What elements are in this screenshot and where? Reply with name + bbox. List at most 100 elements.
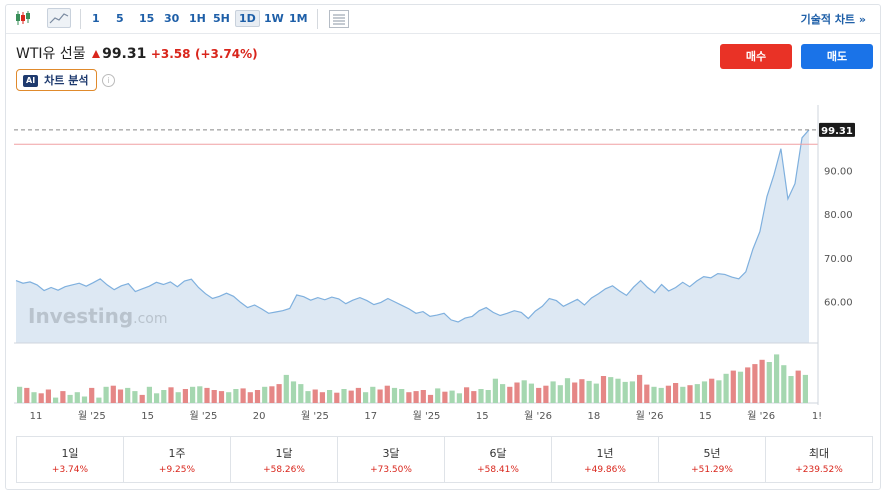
performance-table: 1일 +3.74% 1주 +9.25% 1달 +58.26% 3달 +73.50% 6달 +58.… [16, 436, 873, 483]
volume-bar [629, 381, 635, 403]
volume-bar [218, 391, 225, 403]
volume-bar [262, 386, 268, 403]
volume-bar [730, 370, 736, 403]
x-tick-label: 1! [812, 411, 822, 422]
volume-bar [103, 386, 109, 403]
volume-bar [413, 391, 419, 403]
volume-bar [427, 394, 434, 403]
performance-cell[interactable]: 3달 +73.50% [338, 437, 445, 482]
volume-bar [53, 397, 59, 403]
volume-bar [774, 354, 780, 403]
volume-bar [319, 392, 325, 403]
price-change: +3.58 [150, 47, 191, 61]
sell-button[interactable]: 매도 [801, 44, 873, 69]
volume-bar [694, 384, 700, 403]
interval-15[interactable]: 15 [139, 12, 155, 25]
performance-cell[interactable]: 5년 +51.29% [659, 437, 766, 482]
y-tick-label: 90.00 [824, 167, 853, 178]
performance-period: 6달 [489, 447, 507, 460]
volume-bar [802, 374, 808, 403]
volume-bar [550, 381, 556, 403]
volume-bar [305, 391, 311, 403]
y-tick-label: 70.00 [824, 254, 853, 265]
toolbar-divider [317, 9, 318, 29]
volume-bar [752, 364, 758, 403]
volume-bar [154, 393, 160, 403]
toolbar-divider [80, 9, 81, 29]
performance-cell[interactable]: 최대 +239.52% [766, 437, 872, 482]
performance-cell[interactable]: 1달 +58.26% [231, 437, 338, 482]
volume-bar [175, 392, 181, 403]
volume-bar [521, 380, 527, 403]
volume-bar [67, 394, 73, 403]
area-chart-icon[interactable] [47, 8, 71, 28]
interval-1h[interactable]: 1H [189, 12, 206, 25]
volume-bar [334, 392, 340, 403]
last-price-tag: 99.31 [819, 122, 855, 137]
interval-1d[interactable]: 1D [235, 10, 260, 27]
performance-period: 1일 [61, 447, 79, 460]
table-view-icon[interactable] [329, 10, 349, 28]
performance-value: +58.41% [477, 465, 519, 475]
volume-bar [471, 391, 477, 403]
volume-bar [435, 388, 441, 403]
performance-value: +3.74% [51, 465, 89, 475]
volume-bar [341, 389, 347, 403]
performance-cell[interactable]: 1일 +3.74% [17, 437, 124, 482]
volume-bar [60, 391, 66, 403]
volume-bar [377, 389, 383, 403]
volume-bar [442, 391, 448, 403]
technical-chart-link[interactable]: 기술적 차트 » [800, 13, 866, 26]
volume-bar [204, 387, 210, 403]
volume-bar [391, 387, 398, 403]
volume-bar [737, 371, 744, 403]
chart-widget: 1 5 15 30 1H 5H 1D 1W 1M 기술적 차트 » WTI유 선… [5, 4, 881, 490]
volume-bar [45, 389, 51, 403]
performance-value: +58.26% [263, 465, 305, 475]
volume-bar [564, 378, 571, 403]
performance-cell[interactable]: 1주 +9.25% [124, 437, 231, 482]
interval-30[interactable]: 30 [164, 12, 180, 25]
performance-period: 3달 [382, 447, 400, 460]
candlestick-icon[interactable] [14, 9, 34, 27]
x-tick-label: 15 [699, 411, 712, 422]
volume-bar [298, 384, 304, 403]
volume-bar [132, 391, 138, 403]
volume-bar [197, 386, 203, 403]
volume-bar [464, 387, 470, 403]
info-icon[interactable]: i [102, 74, 115, 87]
interval-5h[interactable]: 5H [213, 12, 230, 25]
volume-bar [327, 390, 333, 403]
volume-bar [226, 392, 232, 403]
volume-bar [190, 386, 196, 403]
volume-bar [420, 390, 426, 403]
volume-bar [795, 370, 801, 403]
volume-bar [81, 396, 88, 403]
volume-bar [745, 367, 751, 403]
volume-bar [492, 378, 498, 403]
interval-1[interactable]: 1 [92, 12, 100, 25]
buy-button[interactable]: 매수 [720, 44, 792, 69]
x-tick-label: 20 [253, 411, 266, 422]
volume-bar [687, 385, 693, 403]
interval-1w[interactable]: 1W [264, 12, 284, 25]
performance-cell[interactable]: 6달 +58.41% [445, 437, 552, 482]
price-chart[interactable]: Investing.com 60.00 70.00 80.00 90.00 11 월 '… [6, 105, 880, 425]
performance-cell[interactable]: 1년 +49.86% [552, 437, 659, 482]
volume-bar [182, 389, 188, 403]
volume-bar [38, 393, 44, 403]
volume-bar [665, 385, 671, 403]
volume-bar [283, 374, 289, 403]
ai-chart-analysis-button[interactable]: AI 차트 분석 [16, 69, 98, 91]
svg-text:99.31: 99.31 [821, 126, 853, 137]
volume-bar [355, 387, 361, 403]
price-line [15, 129, 810, 323]
volume-bar [572, 382, 578, 403]
performance-value: +239.52% [795, 465, 843, 475]
volume-bar [528, 383, 534, 403]
interval-1m[interactable]: 1M [289, 12, 308, 25]
interval-5[interactable]: 5 [116, 12, 124, 25]
ai-badge: AI [23, 75, 39, 87]
chart-toolbar: 1 5 15 30 1H 5H 1D 1W 1M 기술적 차트 » [6, 5, 880, 34]
volume-bar [125, 387, 131, 403]
